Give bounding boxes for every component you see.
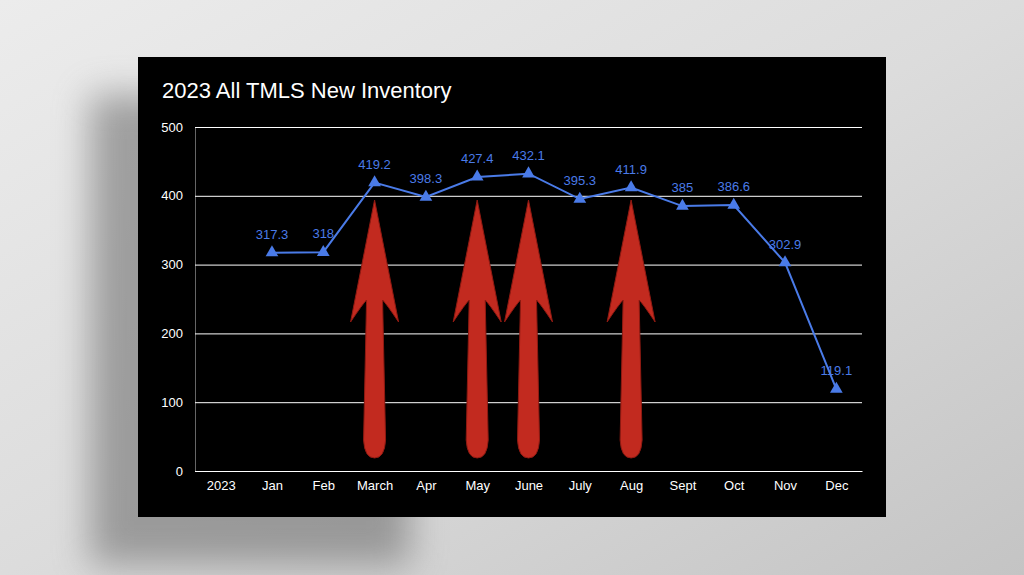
marker <box>573 192 586 203</box>
arrow <box>607 200 655 458</box>
marker <box>368 175 381 186</box>
data-label: 398.3 <box>410 171 443 186</box>
y-tick: 0 <box>176 464 862 479</box>
y-tick-label: 500 <box>161 120 183 135</box>
x-tick-label: Dec <box>825 478 849 493</box>
arrows <box>351 200 656 458</box>
x-tick: May <box>465 471 490 493</box>
x-tick-label: Nov <box>774 478 798 493</box>
data-label: 385 <box>672 180 694 195</box>
x-tick-label: May <box>465 478 490 493</box>
data-label: 318 <box>312 226 334 241</box>
x-tick-label: June <box>515 478 543 493</box>
background <box>0 0 1024 575</box>
y-tick: 200 <box>161 326 862 341</box>
x-axis-line <box>196 471 863 472</box>
data-label: 427.4 <box>461 151 494 166</box>
marker <box>779 255 792 266</box>
arrow <box>453 200 501 458</box>
plot-area <box>266 166 843 392</box>
arrow <box>505 200 553 458</box>
x-tick: July <box>569 471 593 493</box>
data-label: 317.3 <box>256 227 289 242</box>
y-tick-label: 300 <box>161 257 183 272</box>
marker <box>420 190 433 201</box>
marker <box>625 180 638 191</box>
chart-title: 2023 All TMLS New Inventory <box>162 78 451 103</box>
marker <box>727 198 740 209</box>
x-tick-label: Aug <box>620 478 643 493</box>
chart-svg: 2023 All TMLS New Inventory 0 100 200 300 400… <box>0 0 1024 575</box>
y-axis-line <box>196 128 863 472</box>
marker <box>676 199 689 210</box>
grid-line <box>195 471 862 472</box>
x-tick-label: July <box>569 478 593 493</box>
data-label: 395.3 <box>564 173 597 188</box>
marker <box>317 245 330 256</box>
x-tick-label: 2023 <box>207 478 236 493</box>
x-tick-label: Oct <box>724 478 745 493</box>
x-tick: Feb <box>313 471 335 493</box>
data-label: 432.1 <box>512 148 545 163</box>
data-label: 386.6 <box>717 179 750 194</box>
x-tick: Nov <box>774 471 798 493</box>
x-tick: March <box>357 471 393 493</box>
y-tick-label: 200 <box>161 326 183 341</box>
y-tick-label: 100 <box>161 395 183 410</box>
marker <box>266 245 279 256</box>
y-tick-label: 0 <box>176 464 183 479</box>
y-tick: 100 <box>161 395 862 410</box>
grid-line <box>195 196 862 197</box>
x-tick: Oct <box>724 471 745 493</box>
x-tick: Aug <box>620 471 643 493</box>
marker <box>522 166 535 177</box>
y-tick-label: 400 <box>161 188 183 203</box>
x-tick: Jan <box>262 471 283 493</box>
x-tick: Sept <box>670 471 697 493</box>
data-label: 302.9 <box>769 237 802 252</box>
x-axis: 2023 Jan Feb March Apr May June July Aug Sept Oct N… <box>196 471 863 493</box>
marker <box>830 382 843 393</box>
data-label: 419.2 <box>358 157 391 172</box>
data-label: 119.1 <box>821 363 853 378</box>
x-tick-label: Feb <box>313 478 335 493</box>
x-tick-label: Apr <box>416 478 437 493</box>
arrow <box>351 200 399 458</box>
x-tick-label: Sept <box>670 478 697 493</box>
chart-panel <box>138 57 886 517</box>
x-tick: Dec <box>825 471 849 493</box>
line <box>272 174 836 389</box>
x-tick: 2023 <box>207 471 236 493</box>
data-labels: 317.3 318 419.2 398.3 427.4 432.1 395.3 411.9 38… <box>256 148 852 378</box>
grid-line <box>195 127 862 128</box>
y-tick: 400 <box>161 188 862 203</box>
x-tick: Apr <box>416 471 437 493</box>
x-tick-label: March <box>357 478 393 493</box>
marker <box>471 170 484 181</box>
y-tick: 500 <box>161 120 862 135</box>
x-tick-label: Jan <box>262 478 283 493</box>
y-axis: 0 100 200 300 400 500 <box>161 120 862 479</box>
y-tick: 300 <box>161 257 862 272</box>
x-tick: June <box>515 471 543 493</box>
data-label: 411.9 <box>615 162 647 177</box>
